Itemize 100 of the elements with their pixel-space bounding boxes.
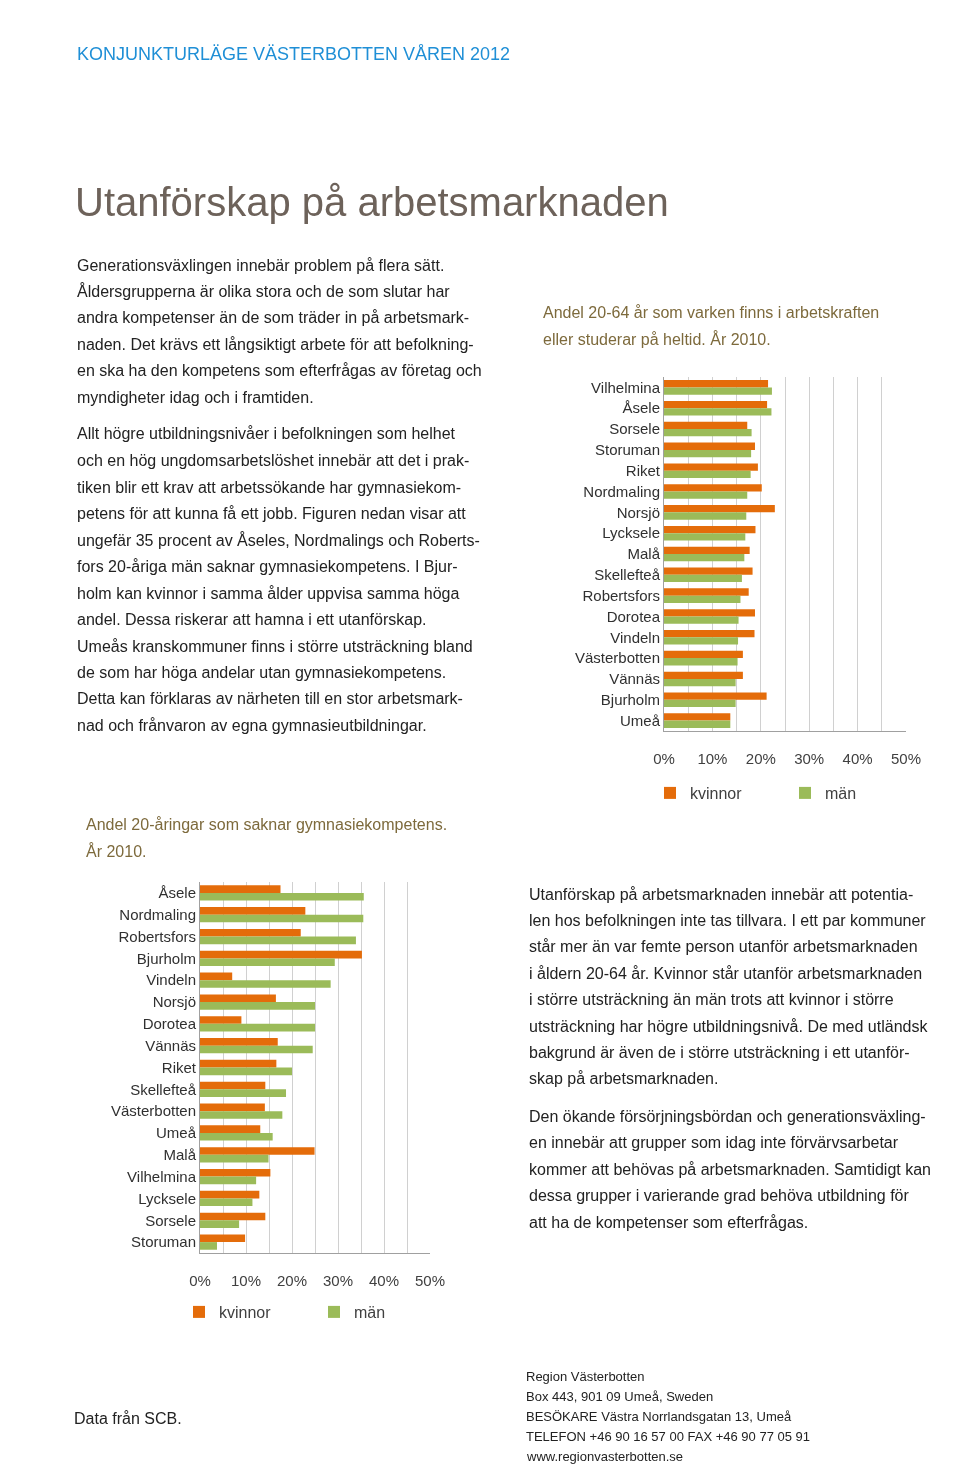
text: Utanförskap på arbetsmarknaden	[75, 180, 669, 224]
bar	[664, 567, 753, 575]
bar	[200, 1089, 287, 1097]
bar	[664, 449, 752, 458]
y-tick-label: Storuman	[594, 441, 660, 459]
bar	[664, 699, 736, 708]
y-tick-label: Lycksele	[602, 524, 660, 542]
y-tick-label: Lycksele	[138, 1189, 196, 1207]
bar	[200, 928, 301, 937]
bar	[664, 512, 747, 520]
chart-title: Andel 20-64 år som varken finns i arbetskraften eller studerar på heltid. År 2010.	[543, 304, 880, 348]
y-tick-label: Malå	[163, 1146, 197, 1164]
bar	[200, 1045, 313, 1054]
y-tick-label: Storuman	[130, 1233, 196, 1251]
bar	[200, 1016, 242, 1024]
y-tick-label: Riket	[161, 1058, 197, 1076]
bar	[664, 429, 752, 437]
bar	[200, 892, 364, 901]
bar	[664, 442, 755, 450]
y-tick-label: Vilhelmina	[127, 1167, 197, 1185]
bar	[664, 408, 772, 416]
bar	[200, 1154, 269, 1163]
bar	[200, 1190, 260, 1199]
text: Data från SCB.	[74, 1410, 182, 1427]
bar	[664, 720, 731, 728]
x-tick-label: 20%	[276, 1272, 308, 1289]
bar	[664, 505, 775, 513]
bar	[200, 1220, 240, 1228]
bar	[200, 885, 281, 893]
bar	[200, 994, 276, 1003]
bar	[664, 421, 748, 430]
text: Den ökande försörjningsbördan och generationsväxling- en innebär att grupper som idag inte förvärvsarbetar kommer att behövas på arbetsmarknaden. Samtidigt kan dessa grupper i varierande grad behöva utbildning för att ha de kompetenser som efterfrågas.	[529, 1108, 931, 1231]
text: Generationsväxlingen innebär problem på flera sätt. Åldersgrupperna är olika stora och de som slutar har andra kompetenser än de som träder in på arbetsmark- naden. Det krävs ett långsiktigt arbete för att befolkning- en ska ha den kompetens som efterfrågas av företag och myndigheter idag och i framtiden.	[77, 257, 482, 406]
bar	[664, 400, 768, 409]
chart-title: Andel 20-åringar som saknar gymnasiekompetens. År 2010.	[86, 816, 448, 860]
bar	[200, 950, 362, 959]
bar	[200, 1081, 266, 1090]
text: KONJUNKTURLÄGE VÄSTERBOTTEN VÅREN 2012	[77, 44, 511, 64]
text: Utanförskap på arbetsmarknaden innebär att potentia- len hos befolkningen inte tas tillvara. I ett par kommuner står mer än var femte person utanför arbetsmarknaden i åldern 20-64 år. Kvinnor står utanför arbetsmarknaden i större utsträckning än män trots att kvinnor i större utsträckning har högre utbildningsnivå. De med utländsk bakgrund är även de i större utsträckning i ett utanför- skap på arbetsmarknaden.	[529, 886, 929, 1087]
y-tick-label: Skellefteå	[594, 566, 661, 584]
bar	[200, 1147, 315, 1155]
bar	[664, 692, 767, 700]
bar	[664, 637, 739, 645]
bar	[664, 678, 736, 687]
bar	[664, 380, 769, 388]
y-tick-label: Umeå	[619, 711, 661, 729]
bar	[664, 546, 750, 554]
y-tick-label: Nordmaling	[583, 482, 660, 500]
bar	[664, 588, 749, 596]
legend-label: män	[825, 785, 857, 803]
bar	[200, 1198, 253, 1207]
bar	[200, 1023, 315, 1032]
y-tick-label: Dorotea	[606, 607, 661, 625]
bar	[200, 1176, 257, 1185]
x-tick-label: 30%	[322, 1272, 354, 1289]
y-tick-label: Åsele	[158, 884, 196, 902]
y-tick-label: Umeå	[155, 1124, 197, 1142]
legend-label: kvinnor	[690, 785, 743, 803]
y-tick-label: Bjurholm	[600, 691, 660, 709]
bar	[664, 491, 748, 499]
bar	[200, 1132, 273, 1141]
x-tick-label: 40%	[368, 1272, 400, 1289]
legend-label: kvinnor	[219, 1304, 272, 1322]
bar	[200, 958, 335, 967]
bar	[200, 1212, 266, 1221]
bar	[200, 1242, 218, 1250]
y-tick-label: Åsele	[622, 399, 660, 417]
y-tick-label: Norsjö	[152, 993, 196, 1011]
bar	[200, 1234, 246, 1243]
bar	[664, 658, 738, 666]
y-tick-label: Sorsele	[145, 1211, 196, 1229]
bar	[664, 616, 739, 624]
x-tick-label: 0%	[653, 750, 675, 767]
y-tick-label: Sorsele	[609, 420, 660, 438]
bar	[664, 533, 746, 541]
y-tick-label: Norsjö	[616, 503, 660, 521]
bar	[664, 713, 731, 721]
bar	[664, 484, 762, 492]
y-tick-label: Dorotea	[142, 1015, 197, 1033]
y-tick-label: Vilhelmina	[591, 378, 661, 396]
bar	[664, 574, 742, 583]
bar	[200, 936, 356, 945]
y-tick-label: Nordmaling	[119, 905, 196, 923]
x-tick-label: 10%	[697, 750, 728, 767]
x-tick-label: 50%	[890, 750, 922, 767]
y-tick-label: Malå	[627, 545, 661, 563]
y-tick-label: Vindeln	[146, 971, 196, 989]
x-tick-label: 30%	[794, 750, 825, 767]
bar	[664, 463, 758, 471]
bar	[200, 914, 364, 923]
bar	[200, 1038, 278, 1046]
bar	[200, 1103, 265, 1112]
y-tick-label: Västerbotten	[110, 1102, 196, 1120]
bar	[664, 595, 741, 603]
y-tick-label: Riket	[625, 461, 661, 479]
y-tick-label: Bjurholm	[136, 949, 196, 967]
x-tick-label: 10%	[230, 1272, 262, 1289]
bar	[664, 630, 755, 638]
y-tick-label: Vännäs	[145, 1036, 196, 1054]
y-tick-label: Robertsfors	[582, 586, 660, 604]
